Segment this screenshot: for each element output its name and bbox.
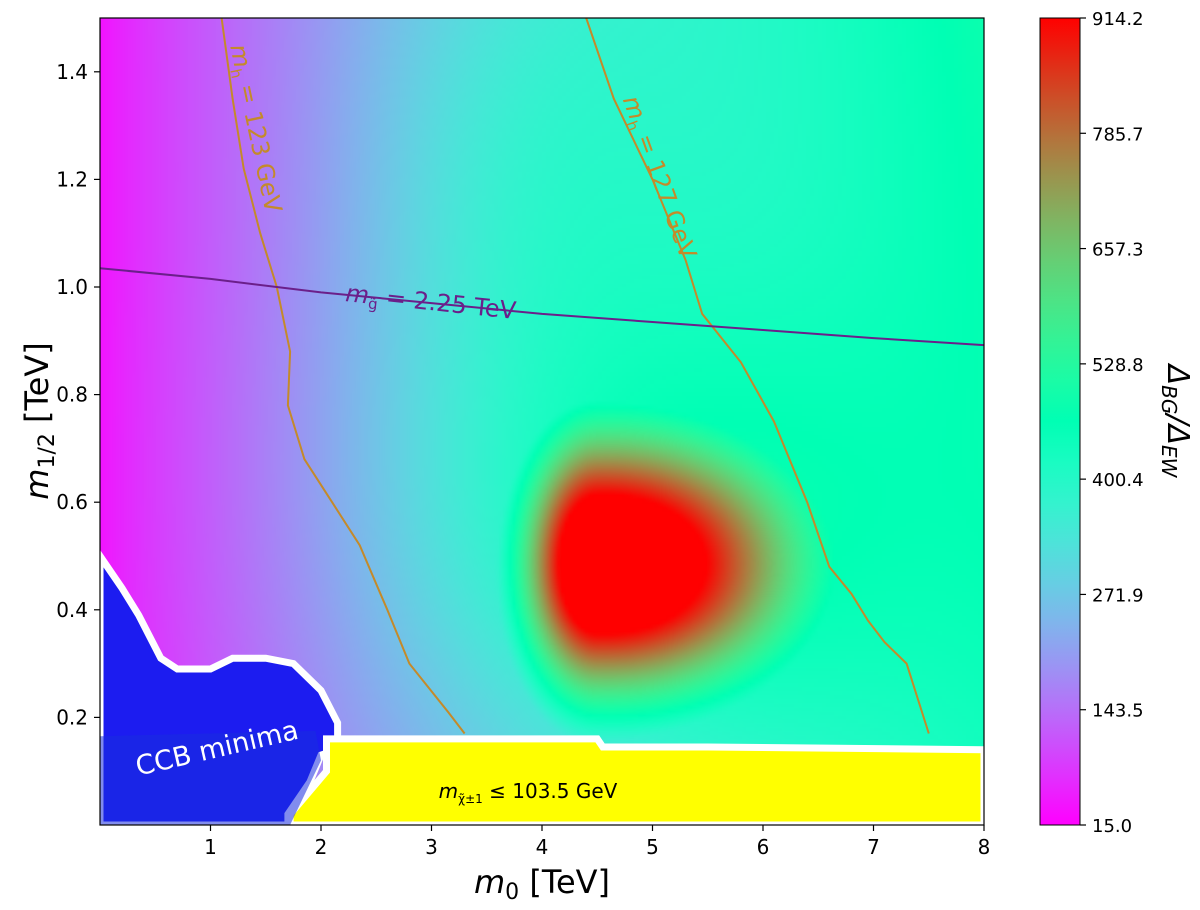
chargino-limit-label: mχ̃±1 ≤ 103.5 GeV: [439, 779, 618, 806]
y-tick-label: 0.4: [56, 598, 88, 622]
gluino-contour: [100, 267, 984, 347]
x-tick-label: 4: [536, 835, 549, 859]
colorbar-tick-label: 15.0: [1092, 816, 1132, 837]
x-tick-label: 8: [978, 835, 991, 859]
colorbar-gradient: [1039, 17, 1081, 826]
ccb-shade: [100, 730, 321, 825]
excluded-regions: [100, 549, 984, 825]
x-tick-label: 1: [204, 835, 217, 859]
mh-123-contour: [220, 18, 466, 735]
colorbar-label: ΔBG/ΔEW: [1157, 363, 1195, 479]
y-axis: 0.2 0.4 0.6 0.8 1.0 1.2 1.4: [56, 60, 100, 729]
colorbar-tick-label: 785.7: [1092, 124, 1144, 145]
y-tick-label: 1.4: [56, 60, 88, 84]
x-tick-label: 2: [315, 835, 328, 859]
colorbar-tick-label: 143.5: [1092, 701, 1144, 722]
x-tick-label: 3: [425, 835, 438, 859]
x-tick-label: 7: [867, 835, 880, 859]
y-axis-label: m1/2 [TeV]: [18, 342, 60, 499]
colorbar-tick-label: 271.9: [1092, 585, 1144, 606]
contour-lines: [100, 18, 984, 735]
colorbar-tick-label: 657.3: [1092, 240, 1144, 261]
x-axis: 1 2 3 4 5 6 7 8: [204, 825, 990, 859]
chargino-limit-region: [286, 735, 984, 825]
x-tick-label: 5: [646, 835, 659, 859]
y-tick-label: 0.6: [56, 490, 88, 514]
y-tick-label: 0.8: [56, 383, 88, 407]
y-tick-label: 1.0: [56, 275, 88, 299]
x-tick-label: 6: [757, 835, 770, 859]
colorbar: 15.0 143.5 271.9 400.4 528.8 657.3 785.7 914.2: [1039, 9, 1144, 837]
mh-127-contour: [585, 18, 930, 734]
colorbar-tick-label: 914.2: [1092, 9, 1144, 30]
colorbar-tick-label: 400.4: [1092, 470, 1144, 491]
y-tick-label: 1.2: [56, 167, 88, 191]
y-tick-label: 0.2: [56, 705, 88, 729]
x-axis-label: m0 [TeV]: [474, 863, 610, 905]
colorbar-tick-label: 528.8: [1092, 355, 1144, 376]
